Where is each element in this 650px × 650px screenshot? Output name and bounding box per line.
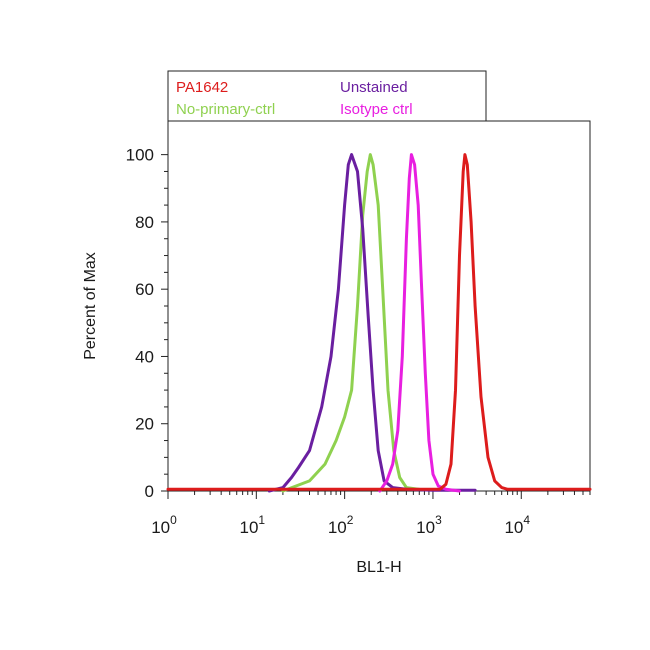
y-tick-label: 40 <box>135 347 154 366</box>
legend-label-isotype-ctrl: Isotype ctrl <box>340 101 413 118</box>
x-tick-label: 101 <box>240 513 266 537</box>
y-tick-label: 80 <box>135 213 154 232</box>
y-tick-label: 100 <box>126 146 154 165</box>
legend: PA1642 Unstained No-primary-ctrl Isotype… <box>167 70 487 122</box>
x-tick-label: 104 <box>504 513 530 537</box>
legend-label-no-primary-ctrl: No-primary-ctrl <box>176 101 275 118</box>
series-line-pa1642 <box>166 153 592 491</box>
legend-label-unstained: Unstained <box>340 79 408 96</box>
series-line-unstained <box>267 153 477 493</box>
legend-label-pa1642: PA1642 <box>176 79 228 96</box>
y-tick-label: 0 <box>145 482 154 501</box>
y-tick-label: 60 <box>135 280 154 299</box>
y-tick-label: 20 <box>135 415 154 434</box>
x-axis-title: BL1-H <box>356 559 401 576</box>
x-axis-ticks: 100 101 102 103 104 <box>151 491 591 537</box>
series-line-isotype-ctrl <box>378 153 461 493</box>
x-tick-label: 103 <box>416 513 442 537</box>
series-layer <box>166 153 592 493</box>
legend-box <box>167 70 487 122</box>
x-tick-label: 100 <box>151 513 177 537</box>
y-axis-ticks: 0 20 40 60 80 100 <box>126 146 168 501</box>
y-axis-title: Percent of Max <box>82 252 99 360</box>
x-tick-label: 102 <box>328 513 354 537</box>
